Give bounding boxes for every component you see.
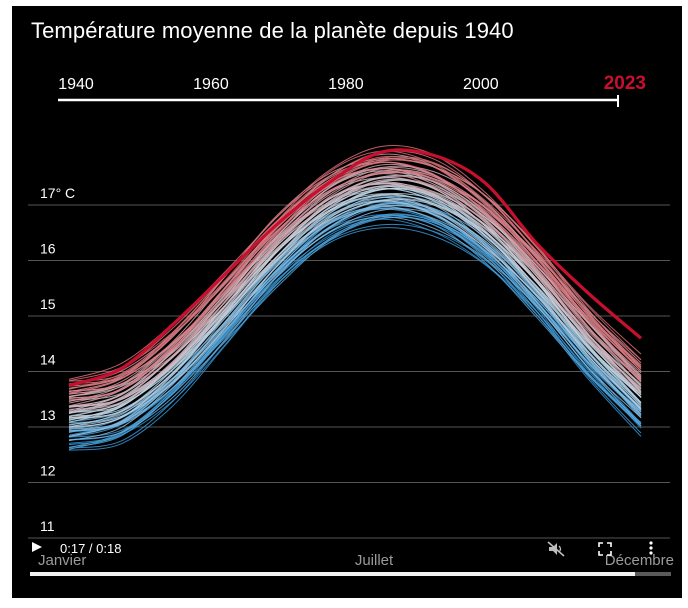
year-line (68, 157, 642, 389)
video-time: 0:17 / 0:18 (60, 541, 122, 556)
mute-button[interactable] (547, 541, 565, 557)
year-timeline: 1940 1960 1980 2000 2023 (58, 73, 646, 107)
progress-scrubber[interactable] (30, 572, 671, 576)
y-tick-label: 17° C (40, 185, 75, 201)
play-icon (32, 542, 42, 552)
year-line (68, 213, 642, 449)
year-line (68, 208, 642, 442)
year-line (68, 175, 642, 407)
year-line (68, 182, 642, 407)
video-controls: 0:17 / 0:18 (12, 536, 682, 598)
year-line (68, 167, 642, 402)
year-line (68, 199, 642, 428)
y-tick-label: 14 (40, 352, 56, 368)
muted-speaker-icon (547, 541, 565, 557)
year-line (68, 215, 642, 450)
year-line (68, 170, 642, 400)
y-tick-label: 12 (40, 463, 56, 479)
month-label: Janvier (38, 552, 86, 569)
timeline-year-label: 2000 (463, 76, 499, 93)
video-player[interactable]: Température moyenne de la planète depuis… (12, 6, 682, 598)
y-tick-label: 16 (40, 241, 56, 257)
fullscreen-icon (598, 542, 612, 556)
year-line (68, 216, 642, 448)
y-tick-label: 11 (40, 518, 55, 534)
timeline-year-label: 1980 (328, 76, 364, 93)
chart-title: Température moyenne de la planète depuis… (31, 18, 514, 43)
y-axis-ticks: 11 12 13 14 15 16 17° C (40, 185, 75, 534)
play-button[interactable] (30, 540, 44, 554)
more-vertical-icon (649, 541, 653, 555)
year-line (68, 170, 642, 397)
timeline-year-label: 1940 (58, 76, 94, 93)
year-line (68, 185, 642, 418)
year-line (68, 200, 642, 428)
year-line (68, 161, 642, 395)
temperature-chart: 1940 1960 1980 2000 2023 11 12 13 14 15 16 17° C J… (28, 73, 674, 569)
timeline-year-label: 1960 (193, 76, 229, 93)
fullscreen-button[interactable] (597, 541, 613, 557)
y-tick-label: 13 (40, 407, 56, 423)
year-line (68, 196, 642, 426)
month-label: Décembre (605, 552, 674, 569)
year-line (68, 150, 642, 386)
progress-fill (30, 572, 636, 576)
y-tick-label: 15 (40, 296, 56, 312)
year-2023-line (68, 148, 643, 387)
x-axis-ticks: Janvier Juillet Décembre (38, 552, 674, 569)
year-line (68, 150, 642, 382)
timeline-current-year: 2023 (604, 73, 646, 94)
year-series-lines (68, 145, 643, 451)
more-options-button[interactable] (646, 540, 656, 556)
month-label: Juillet (355, 552, 394, 569)
